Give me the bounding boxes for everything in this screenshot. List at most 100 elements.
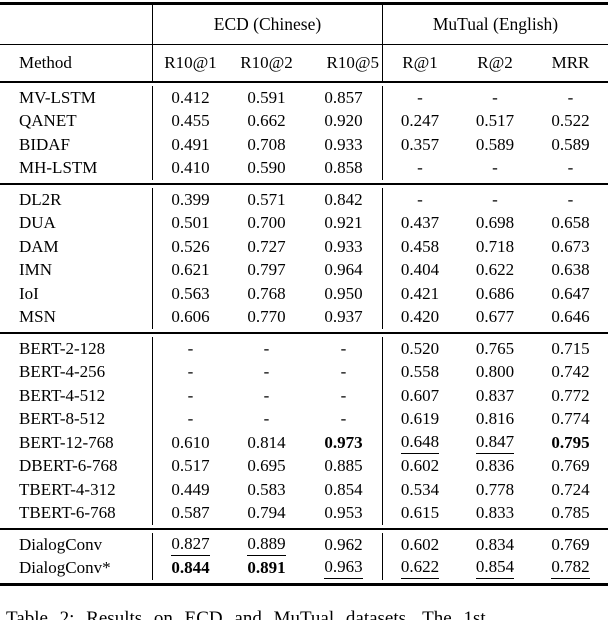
second-best-value: 0.827 bbox=[171, 534, 210, 556]
metric-value: 0.708 bbox=[247, 134, 286, 154]
metric-value: 0.563 bbox=[171, 283, 210, 303]
value-cell: 0.590 bbox=[228, 157, 305, 181]
table-row: QANET 0.455 0.662 0.920 0.247 0.517 0.522 bbox=[0, 109, 608, 134]
value-cell: 0.885 bbox=[305, 455, 382, 479]
table-row: BERT-4-512 - - - 0.607 0.837 0.772 bbox=[0, 384, 608, 408]
metric-value: 0.814 bbox=[247, 432, 286, 452]
table-row: TBERT-6-768 0.587 0.794 0.953 0.615 0.833 0.78… bbox=[0, 501, 608, 526]
method-cell: DL2R bbox=[19, 189, 62, 209]
value-cell: 0.526 bbox=[152, 235, 228, 259]
value-cell: - bbox=[533, 157, 608, 181]
table-row: MSN 0.606 0.770 0.937 0.420 0.677 0.646 bbox=[0, 305, 608, 329]
metric-value: 0.412 bbox=[171, 87, 210, 107]
metric-value: 0.800 bbox=[475, 362, 515, 382]
metric-value: 0.591 bbox=[247, 87, 286, 107]
metric-value: 0.836 bbox=[475, 456, 515, 476]
value-cell: 0.844 bbox=[152, 556, 228, 580]
value-cell: 0.769 bbox=[533, 455, 608, 479]
value-cell: - bbox=[533, 86, 608, 110]
value-cell: 0.964 bbox=[305, 259, 382, 283]
metric-value: 0.774 bbox=[551, 409, 590, 429]
table-row: DialogConv* 0.844 0.891 0.963 0.622 0.854 0.78… bbox=[0, 556, 608, 581]
method-cell: MV-LSTM bbox=[19, 87, 96, 107]
metric-value: 0.742 bbox=[551, 362, 590, 382]
value-cell: 0.962 bbox=[305, 533, 382, 557]
value-cell: 0.673 bbox=[533, 235, 608, 259]
column-header-rat2: R@2 bbox=[477, 53, 513, 72]
value-cell: 0.534 bbox=[382, 478, 457, 502]
group-header-row: ECD (Chinese) MuTual (English) bbox=[0, 5, 608, 44]
table-row: MH-LSTM 0.410 0.590 0.858 - - - bbox=[0, 156, 608, 181]
value-cell: 0.797 bbox=[228, 259, 305, 283]
metric-value: 0.517 bbox=[475, 111, 515, 131]
value-cell: 0.571 bbox=[228, 188, 305, 212]
value-cell: 0.768 bbox=[228, 282, 305, 306]
metric-value: 0.658 bbox=[551, 213, 590, 233]
value-cell: - bbox=[305, 384, 382, 408]
metric-value: - bbox=[340, 385, 347, 405]
method-cell: DialogConv bbox=[19, 534, 103, 554]
value-cell: 0.589 bbox=[457, 133, 533, 157]
value-cell: - bbox=[305, 337, 382, 361]
metric-value: 0.718 bbox=[475, 236, 515, 256]
table-section-1: MV-LSTM 0.412 0.591 0.857 - - - QANET 0.455 0.662… bbox=[0, 83, 608, 183]
value-cell: 0.727 bbox=[228, 235, 305, 259]
bottom-rule bbox=[0, 583, 608, 586]
metric-value: 0.769 bbox=[551, 456, 590, 476]
group-header-mutual: MuTual (English) bbox=[382, 5, 608, 44]
metric-value: 0.449 bbox=[171, 479, 210, 499]
metric-value: - bbox=[492, 87, 498, 107]
value-cell: - bbox=[457, 188, 533, 212]
value-cell: 0.399 bbox=[152, 188, 228, 212]
value-cell: 0.785 bbox=[533, 502, 608, 526]
value-cell: 0.774 bbox=[533, 408, 608, 432]
value-cell: 0.420 bbox=[382, 305, 457, 329]
table-row: IMN 0.621 0.797 0.964 0.404 0.622 0.638 bbox=[0, 258, 608, 283]
metric-value: 0.794 bbox=[247, 503, 286, 523]
value-cell: 0.782 bbox=[533, 557, 608, 581]
metric-value: 0.854 bbox=[324, 479, 363, 499]
value-cell: 0.772 bbox=[533, 384, 608, 408]
value-cell: 0.836 bbox=[457, 455, 533, 479]
column-header-rat1: R@1 bbox=[382, 45, 457, 81]
value-cell: - bbox=[152, 360, 228, 384]
second-best-value: 0.847 bbox=[475, 432, 515, 454]
metric-value: 0.420 bbox=[400, 307, 440, 327]
method-cell: MH-LSTM bbox=[19, 158, 98, 178]
value-cell: 0.724 bbox=[533, 478, 608, 502]
metric-value: 0.621 bbox=[171, 260, 210, 280]
value-cell: 0.795 bbox=[533, 431, 608, 455]
best-value: 0.891 bbox=[247, 558, 286, 578]
value-cell: - bbox=[382, 86, 457, 110]
metric-value: 0.769 bbox=[551, 534, 590, 554]
metric-value: 0.247 bbox=[400, 111, 440, 131]
metric-value: 0.857 bbox=[324, 87, 363, 107]
method-cell: QANET bbox=[19, 111, 77, 131]
value-cell: 0.718 bbox=[457, 235, 533, 259]
method-cell: BERT-4-256 bbox=[19, 362, 106, 382]
metric-value: - bbox=[263, 385, 270, 405]
value-cell: 0.520 bbox=[382, 337, 457, 361]
best-value: 0.973 bbox=[324, 432, 363, 452]
table-row: BERT-12-768 0.610 0.814 0.973 0.648 0.847 0.79… bbox=[0, 431, 608, 455]
table-row: BERT-2-128 - - - 0.520 0.765 0.715 bbox=[0, 337, 608, 361]
value-cell: 0.963 bbox=[305, 557, 382, 581]
value-cell: 0.953 bbox=[305, 502, 382, 526]
metric-value: - bbox=[492, 189, 498, 209]
table-section-4: DialogConv 0.827 0.889 0.962 0.602 0.834 0.769… bbox=[0, 530, 608, 583]
column-header-r10at5: R10@5 bbox=[326, 53, 380, 72]
metric-value: 0.797 bbox=[247, 260, 286, 280]
metric-value: 0.421 bbox=[400, 283, 440, 303]
metric-value: 0.491 bbox=[171, 134, 210, 154]
metric-value: - bbox=[340, 338, 347, 358]
metric-value: 0.589 bbox=[551, 134, 590, 154]
group-header-empty bbox=[0, 5, 152, 44]
value-cell: 0.827 bbox=[152, 533, 228, 557]
metric-value: 0.587 bbox=[171, 503, 210, 523]
metric-value: 0.602 bbox=[400, 456, 440, 476]
method-cell: DBERT-6-768 bbox=[19, 456, 118, 476]
value-cell: 0.437 bbox=[382, 211, 457, 235]
subheader-rule bbox=[0, 81, 608, 83]
value-cell: 0.920 bbox=[305, 110, 382, 134]
value-cell: - bbox=[152, 384, 228, 408]
